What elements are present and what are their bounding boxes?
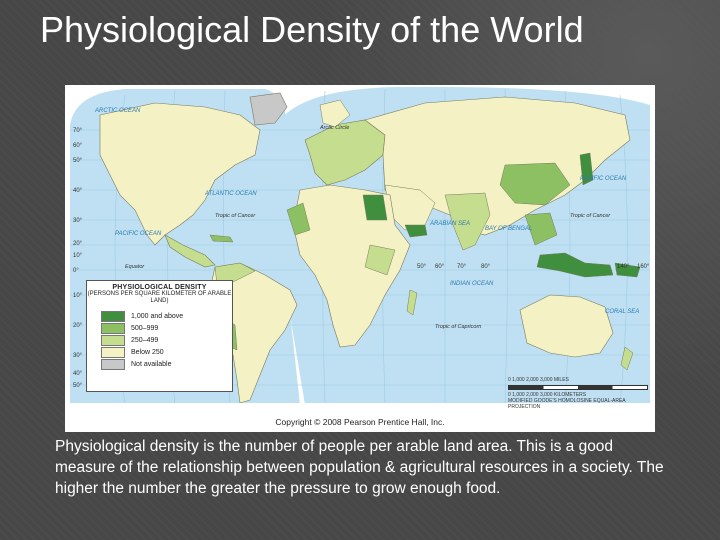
label-arabian-sea: ARABIAN SEA — [429, 221, 470, 227]
label-tropic-cancer-west: Tropic of Cancer — [215, 213, 256, 219]
new-guinea — [614, 262, 641, 278]
svg-text:10°: 10° — [73, 293, 83, 299]
svg-text:60°: 60° — [435, 264, 445, 270]
label-bay-of-bengal: BAY OF BENGAL — [485, 226, 532, 232]
new-zealand — [620, 346, 634, 371]
map-scale: 0 1,000 2,000 3,000 MILES 0 1,000 2,000 … — [508, 377, 648, 410]
svg-text:80°: 80° — [481, 264, 491, 270]
scale-miles: 0 1,000 2,000 3,000 MILES — [508, 377, 569, 383]
svg-text:60°: 60° — [73, 143, 83, 149]
label-coral-sea: CORAL SEA — [605, 309, 639, 315]
legend-item: Below 250 — [101, 346, 232, 358]
japan-korea — [579, 152, 594, 186]
legend-label: 500–999 — [131, 324, 159, 332]
east-africa-mid — [364, 244, 396, 276]
legend-swatch — [101, 358, 125, 370]
svg-text:160°: 160° — [637, 264, 650, 270]
arabia-green — [404, 224, 428, 238]
legend-item: 1,000 and above — [101, 310, 232, 322]
north-america — [99, 102, 261, 246]
longitude-labels: 50° 60° 70° 80° 140° 160° — [417, 264, 650, 270]
projection-note: MODIFIED GOODE'S HOMOLOSINE EQUAL-AREA P… — [508, 398, 626, 410]
svg-text:30°: 30° — [73, 218, 83, 224]
label-pacific-ocean-west: PACIFIC OCEAN — [115, 231, 162, 237]
legend-swatch — [101, 310, 125, 322]
svg-text:50°: 50° — [73, 383, 83, 389]
legend-swatch — [101, 322, 125, 334]
label-equator: Equator — [125, 264, 145, 270]
australia — [519, 294, 614, 358]
map-graphic: ARCTIC OCEAN ATLANTIC OCEAN PACIFIC OCEA… — [65, 86, 655, 432]
svg-text:20°: 20° — [73, 323, 83, 329]
svg-text:50°: 50° — [73, 158, 83, 164]
scale-km: 0 1,000 2,000 3,000 KILOMETERS — [508, 392, 587, 398]
svg-text:10°: 10° — [73, 253, 83, 259]
latitude-labels: 70° 60° 50° 40° 30° 20° 10° 0° 10° 20° 3… — [73, 128, 83, 389]
slide-caption: Physiological density is the number of p… — [55, 438, 664, 497]
world-density-map: ARCTIC OCEAN ATLANTIC OCEAN PACIFIC OCEA… — [65, 85, 655, 432]
label-tropic-capricorn: Tropic of Capricorn — [435, 324, 481, 330]
greenland — [249, 92, 288, 126]
slide-title: Physiological Density of the World — [40, 9, 584, 50]
svg-text:50°: 50° — [417, 264, 427, 270]
madagascar — [406, 289, 418, 316]
africa — [292, 184, 411, 348]
map-legend: PHYSIOLOGICAL DENSITY (PERSONS PER SQUAR… — [86, 280, 233, 392]
caribbean — [209, 234, 234, 243]
india — [444, 192, 491, 251]
svg-text:140°: 140° — [617, 264, 630, 270]
label-indian-ocean: INDIAN OCEAN — [450, 281, 494, 287]
west-africa-mid — [286, 202, 311, 236]
legend-items: 1,000 and above 500–999 250–499 Below 250 No… — [101, 310, 232, 370]
svg-text:70°: 70° — [457, 264, 467, 270]
legend-swatch — [101, 334, 125, 346]
copyright-note: Copyright © 2008 Pearson Prentice Hall, … — [275, 417, 445, 427]
svg-text:0°: 0° — [73, 268, 79, 274]
legend-title: PHYSIOLOGICAL DENSITY — [112, 284, 207, 291]
legend-item: Not available — [101, 358, 232, 370]
label-tropic-cancer-east: Tropic of Cancer — [570, 213, 611, 219]
legend-swatch — [101, 346, 125, 358]
southeast-asia — [524, 212, 558, 246]
egypt — [362, 194, 388, 221]
scale-bar — [508, 385, 648, 390]
legend-label: Not available — [131, 360, 172, 368]
svg-text:30°: 30° — [73, 353, 83, 359]
legend-label: Below 250 — [131, 348, 164, 356]
svg-text:20°: 20° — [73, 241, 83, 247]
svg-text:70°: 70° — [73, 128, 83, 134]
legend-label: 1,000 and above — [131, 312, 184, 320]
legend-subtitle: (PERSONS PER SQUARE KILOMETER OF ARABLE … — [87, 291, 232, 304]
china-east — [499, 162, 571, 206]
svg-text:40°: 40° — [73, 371, 83, 377]
legend-item: 500–999 — [101, 322, 232, 334]
label-pacific-ocean-east: PACIFIC OCEAN — [580, 176, 627, 182]
label-atlantic-ocean: ATLANTIC OCEAN — [204, 191, 257, 197]
legend-label: 250–499 — [131, 336, 159, 344]
scandinavia — [319, 99, 351, 128]
europe — [304, 119, 386, 186]
central-america — [164, 234, 216, 268]
label-arctic-circle: Arctic Circle — [319, 125, 349, 131]
label-arctic-ocean: ARCTIC OCEAN — [94, 108, 141, 114]
svg-text:40°: 40° — [73, 188, 83, 194]
legend-item: 250–499 — [101, 334, 232, 346]
indonesia — [536, 252, 614, 278]
